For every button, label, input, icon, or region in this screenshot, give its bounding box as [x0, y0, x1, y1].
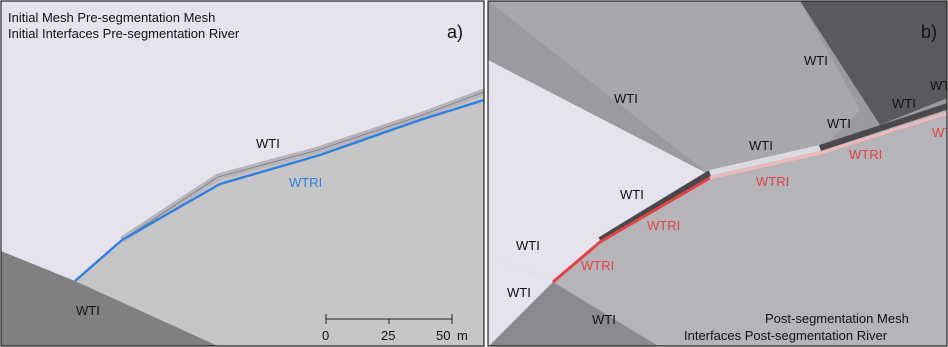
panel-a: Initial Mesh Pre-segmentation Mesh Initi… [1, 1, 484, 346]
panel-a-letter: a) [447, 22, 463, 42]
panel-b-wti-label-6: WTI [749, 138, 773, 153]
panel-a-lower-region [1, 92, 484, 346]
panel-b-wtri-red [552, 176, 711, 284]
panel-b: b) WTI WTI WTI WTI WTI WTI WTI WTI WTI W… [488, 1, 948, 346]
panel-a-label-wti-bottom: WTI [76, 303, 100, 318]
scale-bar-unit: m [457, 328, 468, 343]
panel-b-legend-line2: Interfaces Post-segmentation River [684, 328, 888, 343]
panel-a-label-wtri: WTRI [289, 175, 322, 190]
panel-a-frame [0, 0, 485, 347]
panel-a-legend-line2: Initial Interfaces Pre-segmentation Rive… [8, 26, 240, 41]
panel-b-wti-interface-light [709, 145, 821, 176]
panel-b-wti-label-3: WTI [892, 96, 916, 111]
panel-b-top-left-region [488, 1, 860, 175]
scale-bar-label-0: 0 [322, 328, 329, 343]
panel-a-label-wti-top: WTI [256, 136, 280, 151]
panel-b-wtri-label-4: WTRI [581, 258, 614, 273]
panel-a-river-wtri [74, 98, 484, 282]
panel-b-wti-label-2: WTI [804, 53, 828, 68]
panel-b-wti-label-10: WTI [592, 312, 616, 327]
panel-b-wti-interface-dark-right [819, 103, 947, 151]
scale-bar: 0 25 50 m [322, 314, 468, 343]
panel-b-frame [487, 0, 948, 347]
panel-b-wti-label-1: WTI [614, 91, 638, 106]
panel-b-left-light-region [488, 60, 710, 282]
panel-b-lower-right-region [553, 110, 947, 346]
panel-a-dark-corner [1, 251, 218, 346]
panel-a-wti-interface-edge [121, 91, 484, 241]
panel-a-legend-line1: Initial Mesh Pre-segmentation Mesh [8, 10, 215, 25]
panel-b-wtri-label-1: WTRI [849, 147, 882, 162]
panel-b-bottom-center-region [489, 282, 659, 346]
panel-b-wti-label-4: WTI [930, 78, 948, 93]
panel-b-wti-label-7: WTI [620, 187, 644, 202]
panel-b-wtri-label-2: WTRI [756, 174, 789, 189]
scale-bar-label-25: 25 [381, 328, 395, 343]
panel-b-wti-label-8: WTI [516, 238, 540, 253]
panel-b-wti-interface-dark [598, 170, 712, 243]
panel-b-wti-label-9: WTI [507, 285, 531, 300]
panel-b-wtri-label-5: WTRI [932, 125, 948, 140]
panel-b-wti-label-5: WTI [827, 116, 851, 131]
panel-b-dark-top-right [800, 1, 947, 125]
panel-b-wtri-pink [709, 111, 947, 180]
panel-b-letter: b) [921, 22, 937, 42]
scale-bar-label-50: 50 [436, 328, 450, 343]
panel-b-wtri-label-3: WTRI [647, 218, 680, 233]
panel-b-legend-line1: Post-segmentation Mesh [765, 311, 909, 326]
panel-b-bottom-left-light [488, 255, 553, 346]
